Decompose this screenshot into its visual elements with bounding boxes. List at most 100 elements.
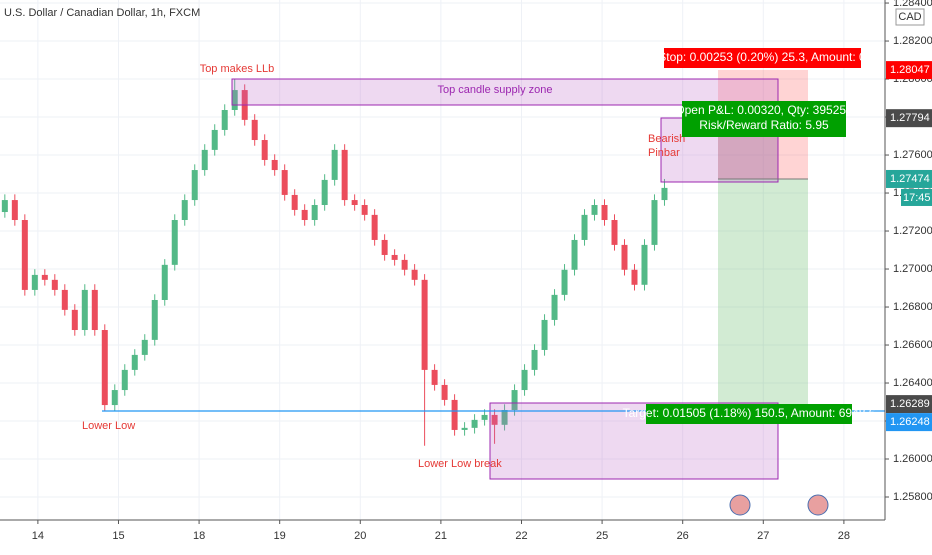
target-label-box bbox=[646, 404, 852, 424]
x-tick-label: 19 bbox=[274, 530, 286, 542]
candle-body bbox=[391, 254, 398, 260]
x-tick-label: 15 bbox=[112, 530, 124, 542]
candle-body bbox=[541, 319, 548, 350]
candle-body bbox=[121, 369, 128, 391]
candle-body bbox=[181, 200, 188, 221]
candle-body bbox=[471, 419, 478, 428]
candle-body bbox=[81, 289, 88, 331]
price-badge-label: 1.27474 bbox=[890, 173, 930, 185]
candle-body bbox=[221, 110, 228, 130]
price-badge-label: 1.26289 bbox=[890, 398, 930, 410]
candle-body bbox=[321, 179, 328, 205]
rr-label: Risk/Reward Ratio: 5.95 bbox=[699, 118, 829, 132]
candle-body bbox=[41, 274, 48, 280]
annotation: Top candle supply zone bbox=[438, 84, 553, 96]
target-area bbox=[718, 179, 808, 411]
y-tick-label: 1.28200 bbox=[893, 35, 932, 47]
candle-body bbox=[71, 309, 78, 331]
candle-body bbox=[571, 239, 578, 270]
x-tick-label: 20 bbox=[354, 530, 366, 542]
candle-body bbox=[131, 354, 138, 370]
x-tick-label: 21 bbox=[435, 530, 447, 542]
candle-body bbox=[291, 194, 298, 210]
price-badge-label: 1.27794 bbox=[890, 112, 930, 124]
y-tick-label: 1.27600 bbox=[893, 149, 932, 161]
candle-body bbox=[281, 170, 288, 195]
price-badge-label: 1.28047 bbox=[890, 64, 930, 76]
x-tick-label: 22 bbox=[515, 530, 527, 542]
candle-body bbox=[261, 140, 268, 160]
candle-body bbox=[171, 220, 178, 265]
candle-body bbox=[361, 204, 368, 215]
candle-body bbox=[521, 369, 528, 391]
candle-body bbox=[401, 259, 408, 270]
pl-label: Open P&L: 0.00320, Qty: 395256 bbox=[675, 103, 853, 117]
candle-body bbox=[331, 149, 338, 180]
supply-zone bbox=[231, 78, 779, 106]
countdown: 17:45 bbox=[903, 192, 931, 204]
candle-body bbox=[421, 279, 428, 370]
price-badge bbox=[886, 61, 932, 80]
candle-body bbox=[611, 220, 618, 245]
annotation: Bearish bbox=[648, 133, 685, 145]
candle-body bbox=[561, 269, 568, 295]
y-tick-label: 1.26600 bbox=[893, 339, 932, 351]
candle-body bbox=[11, 200, 18, 221]
candle-body bbox=[531, 349, 538, 370]
annotation: Lower Low break bbox=[418, 458, 502, 470]
price-badge-label: 1.26248 bbox=[890, 416, 930, 428]
grid bbox=[0, 0, 885, 520]
drawings: Top makes LLb Top candle supply zone Bea… bbox=[82, 48, 885, 516]
candle-body bbox=[141, 339, 148, 355]
candle-body bbox=[431, 369, 438, 385]
candle-body bbox=[631, 269, 638, 285]
y-tick-label: 1.27200 bbox=[893, 225, 932, 237]
price-badge bbox=[886, 169, 932, 188]
annotation: Pinbar bbox=[648, 147, 680, 159]
candle-body bbox=[151, 299, 158, 340]
candle-body bbox=[211, 129, 218, 150]
candle-body bbox=[601, 204, 608, 221]
y-tick-label: 1.26400 bbox=[893, 377, 932, 389]
y-tick-label: 1.28400 bbox=[893, 0, 932, 9]
candle-body bbox=[651, 200, 658, 245]
candle-body bbox=[251, 119, 258, 141]
candle-body bbox=[101, 330, 108, 406]
price-badge bbox=[886, 413, 932, 432]
candle-body bbox=[51, 279, 58, 290]
candle-body bbox=[191, 170, 198, 201]
candle-body bbox=[381, 239, 388, 255]
x-tick-label: 25 bbox=[596, 530, 608, 542]
pl-label-box bbox=[682, 101, 846, 137]
candle-body bbox=[461, 427, 468, 430]
y-tick-label: 1.27000 bbox=[893, 263, 932, 275]
y-tick-label: 1.26000 bbox=[893, 453, 932, 465]
annotation: Top makes LLb bbox=[200, 63, 275, 75]
axes: 1.284001.282001.280001.278001.276001.274… bbox=[32, 0, 932, 542]
candle-body bbox=[1, 200, 8, 213]
candle-body bbox=[551, 294, 558, 320]
chart-title: U.S. Dollar / Canadian Dollar, 1h, FXCM bbox=[4, 7, 200, 19]
event-icon[interactable] bbox=[807, 494, 829, 516]
candle-body bbox=[201, 149, 208, 171]
candle-body bbox=[111, 390, 118, 406]
stop-label: Stop: 0.00253 (0.20%) 25.3, Amount: 0 bbox=[658, 50, 866, 64]
candle-body bbox=[341, 149, 348, 201]
target-label: Target: 0.01505 (1.18%) 150.5, Amount: 6… bbox=[623, 406, 876, 420]
currency: CAD bbox=[898, 11, 921, 23]
candle-body bbox=[31, 274, 38, 290]
x-tick-label: 18 bbox=[193, 530, 205, 542]
x-tick-label: 26 bbox=[677, 530, 689, 542]
candle-body bbox=[591, 204, 598, 215]
y-tick-label: 1.26800 bbox=[893, 301, 932, 313]
candle-body bbox=[311, 204, 318, 221]
candle-body bbox=[21, 220, 28, 290]
x-tick-label: 14 bbox=[32, 530, 44, 542]
candle-body bbox=[371, 214, 378, 240]
event-icon[interactable] bbox=[729, 494, 751, 516]
x-tick-label: 28 bbox=[838, 530, 850, 542]
candle-body bbox=[231, 90, 238, 111]
candle-body bbox=[621, 244, 628, 270]
